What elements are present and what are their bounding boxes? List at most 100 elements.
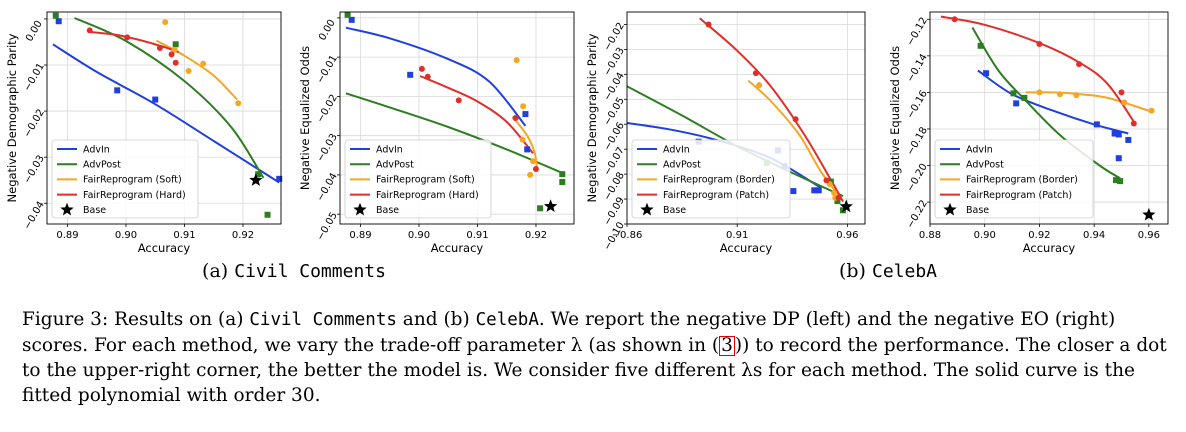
x-tick-label: 0.96 (836, 230, 858, 241)
point-advpost (1021, 94, 1028, 101)
point-advpost (172, 41, 179, 48)
point-advin (811, 187, 818, 194)
y-tick-label: −0.16 (905, 89, 930, 121)
point-fairreprogram-patch (1036, 40, 1043, 47)
curve-advin (977, 69, 1129, 135)
point-fairreprogram-soft (527, 171, 534, 178)
y-tick-label: −0.01 (22, 61, 47, 93)
point-advpost (977, 42, 984, 49)
point-fairreprogram-border (756, 82, 763, 89)
y-tick-label: −0.20 (905, 162, 930, 194)
point-fairreprogram-patch (705, 21, 712, 28)
x-tick-label: 0.90 (408, 230, 430, 241)
curve-fairreprogram-soft (155, 39, 238, 101)
legend: AdvIn AdvPost FairReprogram (Soft) FairRepr… (51, 139, 199, 219)
fitted-curves (940, 15, 1152, 180)
legend: AdvIn AdvPost FairReprogram (Border) FairRe… (631, 139, 791, 219)
point-fairreprogram-border (1148, 107, 1155, 114)
y-axis-label: Negative Demographic Parity (5, 33, 19, 202)
y-tick-label: −0.04 (22, 200, 47, 232)
point-advpost (537, 205, 544, 212)
plot-frame (929, 11, 1169, 225)
point-advin (1093, 121, 1100, 128)
curve-fairreprogram-patch (940, 15, 1135, 123)
point-advpost (559, 178, 566, 185)
legend-label-fairreprogram-patch: FairReprogram (Patch) (966, 190, 1072, 201)
x-tick-label: 0.89 (349, 230, 371, 241)
point-fairreprogram-hard (172, 59, 179, 66)
legend-label-fairreprogram-hard: FairReprogram (Hard) (83, 190, 186, 201)
point-fairreprogram-soft (235, 100, 242, 107)
x-tick-label: 0.96 (1138, 230, 1160, 241)
curve-advpost (971, 26, 1121, 180)
point-advin (1125, 136, 1132, 143)
y-tick-label: −0.02 (22, 107, 47, 139)
legend-box (631, 139, 791, 219)
legend-label-advin: AdvIn (663, 144, 690, 155)
fitted-curves (345, 26, 563, 174)
point-fairreprogram-soft (185, 67, 192, 74)
legend-swatch-base (353, 202, 367, 216)
point-advpost (1010, 90, 1017, 97)
legend-label-base: Base (663, 205, 686, 216)
x-tick-label: 0.90 (974, 230, 996, 241)
subcaption-b: (b) CelebA (839, 260, 937, 282)
point-advin (152, 96, 159, 103)
point-base (1142, 207, 1156, 221)
x-tick-label: 0.92 (1028, 230, 1050, 241)
point-advpost (264, 211, 271, 218)
point-advin (524, 146, 531, 153)
legend-label-fairreprogram-soft: FairReprogram (Soft) (376, 175, 475, 186)
point-advin (1115, 131, 1122, 138)
curve-fairreprogram-hard (87, 30, 179, 54)
y-tick-label: −0.03 (22, 154, 47, 186)
point-base (543, 199, 558, 212)
legend-box (344, 139, 492, 219)
legend: AdvIn AdvPost FairReprogram (Border) FairRe… (934, 139, 1094, 219)
point-fairreprogram-hard (86, 27, 93, 34)
point-fairreprogram-hard (418, 65, 425, 72)
point-fairreprogram-hard (168, 51, 175, 58)
y-tick-label: 0.00 (317, 18, 338, 43)
point-advpost (834, 198, 841, 205)
point-advin (522, 111, 529, 118)
celeba-eo-plot: 0.88 0.90 0.92 0.94 0.96 −0.12 −0.14 −0.16 −0.18… (888, 11, 1169, 255)
curve-advin (52, 43, 280, 184)
legend-swatch-base (640, 202, 654, 216)
x-tick-label: 0.91 (173, 230, 195, 241)
plot-frame (46, 11, 282, 225)
point-advin (1013, 100, 1020, 107)
legend-label-base: Base (376, 205, 399, 216)
point-advpost (1113, 177, 1120, 184)
point-advpost (559, 171, 566, 178)
y-tick-label: −0.14 (905, 52, 930, 84)
y-axis-label: Negative Equalized Odds (888, 46, 902, 190)
point-fairreprogram-patch (951, 16, 958, 23)
y-tick-label: −0.05 (315, 211, 340, 243)
point-fairreprogram-soft (200, 60, 207, 67)
legend-label-advin: AdvIn (966, 144, 993, 155)
civil-comments-eo-plot: 0.89 0.90 0.91 0.92 0.00 −0.01 −0.02 −0.03 −0.04… (298, 11, 575, 255)
x-tick-label: 0.88 (919, 230, 941, 241)
x-axis-label: Accuracy (431, 241, 484, 255)
legend-label-fairreprogram-border: FairReprogram (Border) (966, 175, 1078, 186)
point-fairreprogram-soft (519, 136, 526, 143)
point-fairreprogram-patch (1076, 61, 1083, 68)
point-advin (407, 71, 414, 78)
point-fairreprogram-hard (156, 44, 163, 51)
point-fairreprogram-border (1036, 89, 1043, 96)
point-advin (348, 16, 355, 23)
curve-advin (345, 26, 527, 127)
equation-ref-link[interactable]: 3 (719, 335, 735, 356)
point-base (839, 199, 853, 213)
legend-swatch-base (60, 202, 74, 216)
x-axis-label: Accuracy (138, 241, 191, 255)
x-tick-label: 0.92 (232, 230, 254, 241)
legend-label-advin: AdvIn (376, 144, 403, 155)
point-advpost (52, 12, 59, 19)
point-base (249, 173, 263, 186)
x-tick-label: 0.91 (726, 230, 748, 241)
point-fairreprogram-soft (530, 158, 537, 165)
x-tick-label: 0.92 (525, 230, 547, 241)
legend-label-advpost: AdvPost (376, 160, 414, 171)
